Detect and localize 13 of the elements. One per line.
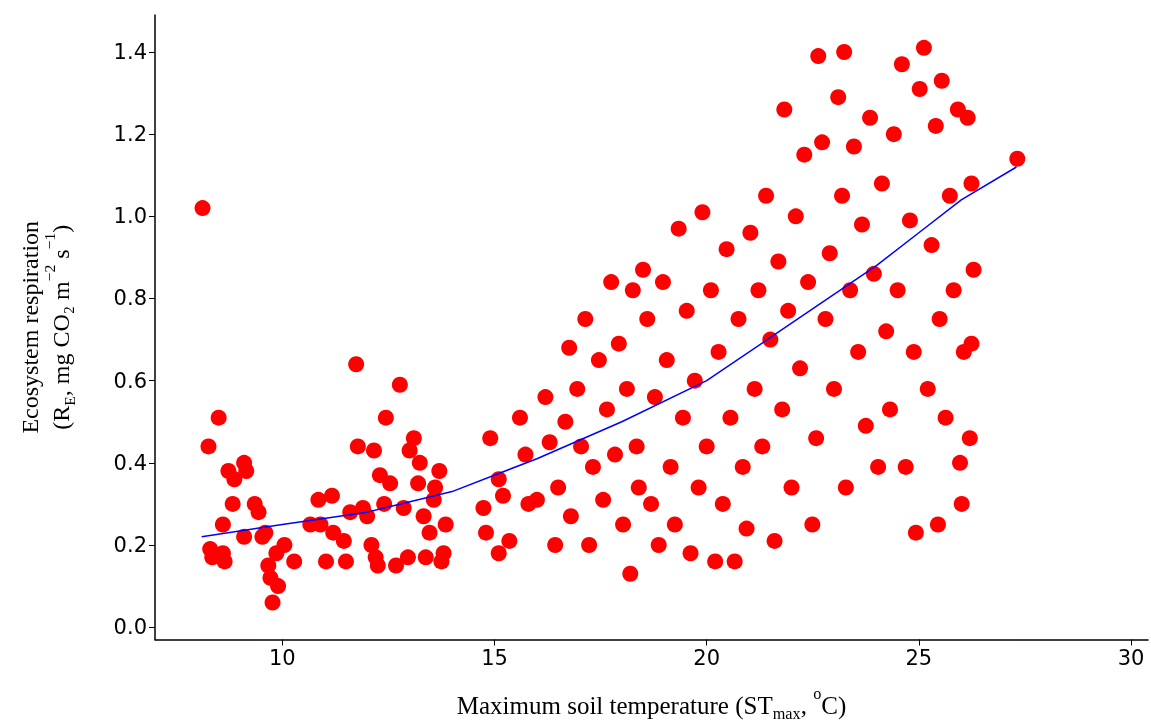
x-tick-label: 25 [905,646,933,670]
y-tick-label: 0.0 [113,615,147,640]
y-tick-label: 0.2 [113,533,147,557]
x-tick-label: 20 [693,646,721,670]
y-tick-label: 1.2 [113,122,147,147]
y-tick-label: 0.8 [113,286,147,311]
y-tick-label: 1.0 [113,204,147,229]
x-tick-label: 30 [1117,646,1145,670]
x-tick-label: 15 [481,646,508,670]
y-tick-label: 1.4 [113,39,147,64]
y-tick-label: 0.6 [113,368,147,393]
y-tick-label: 0.4 [113,450,147,475]
x-tick-label: 10 [268,646,296,670]
